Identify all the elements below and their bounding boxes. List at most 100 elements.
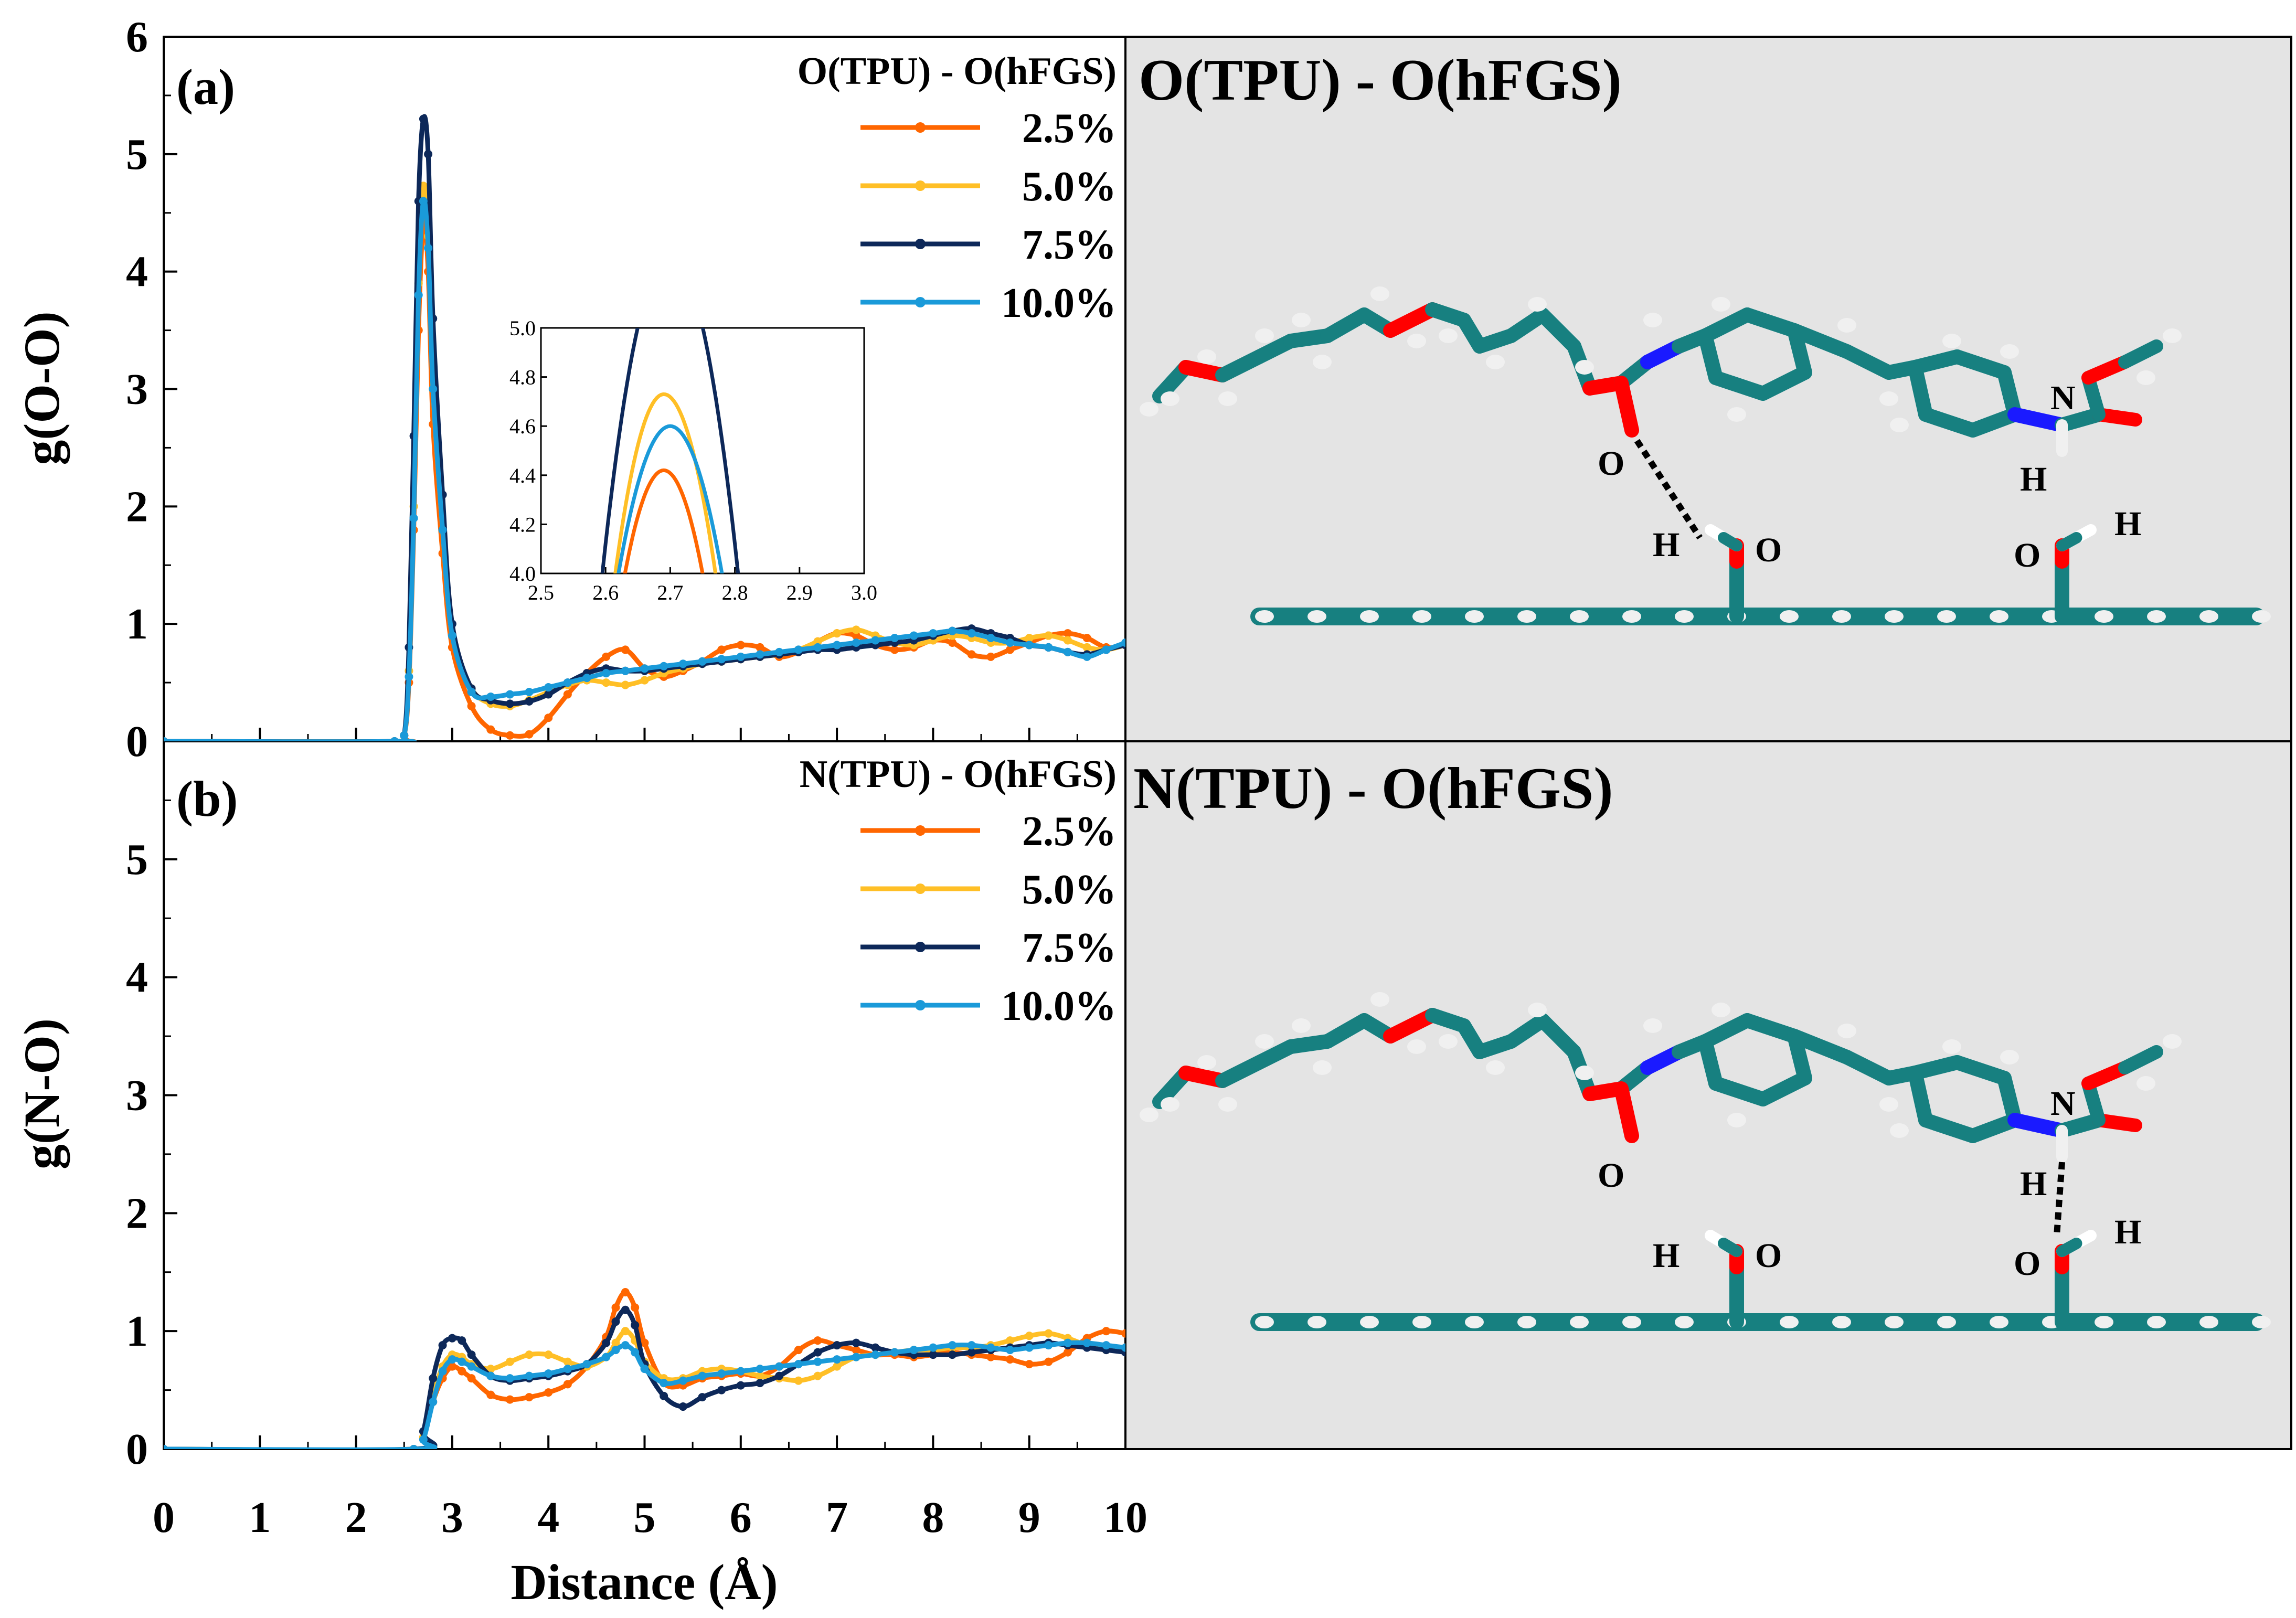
sheet-hydrogen <box>1622 610 1641 623</box>
y-tick-label-a: 3 <box>126 365 148 414</box>
atom-label-n-b: N <box>2050 1084 2076 1123</box>
y-tick-label-a: 0 <box>126 717 148 766</box>
bond <box>1614 376 1639 438</box>
bond <box>2118 339 2163 369</box>
series-point-b-5-0pct <box>525 1350 534 1359</box>
series-point-a-10-0pct <box>525 687 534 696</box>
bond <box>2007 1113 2069 1138</box>
series-point-b-10-0pct <box>486 1371 495 1380</box>
bond <box>1740 1013 1802 1044</box>
series-point-a-10-0pct <box>621 666 630 675</box>
sheet-hydrogen <box>2095 610 2113 623</box>
hydrogen-atom <box>1879 391 1898 406</box>
atom-label-h3-a: H <box>2114 505 2141 543</box>
series-point-b-7-5pct <box>429 1374 438 1383</box>
series-point-b-2-5pct <box>486 1390 495 1399</box>
series-point-b-2-5pct <box>852 1346 860 1355</box>
series-point-b-2-5pct <box>631 1303 640 1312</box>
inset-line-7-5pct <box>600 328 740 573</box>
series-point-b-10-0pct <box>794 1360 803 1369</box>
hydrogen-atom <box>1439 1034 1458 1049</box>
series-point-b-7-5pct <box>602 1338 611 1347</box>
series-point-b-10-0pct <box>602 1353 611 1361</box>
hydrogen-atom <box>1942 1039 1961 1054</box>
series-point-b-2-5pct <box>813 1336 822 1345</box>
series-point-b-10-0pct <box>458 1357 466 1366</box>
bond <box>1756 365 1812 401</box>
series-point-b-7-5pct <box>852 1338 860 1347</box>
series-point-b-10-0pct <box>833 1355 842 1364</box>
series-point-b-10-0pct <box>419 1435 428 1444</box>
series-point-a-10-0pct <box>967 629 976 638</box>
x-axis-ticks: 0 1 2 3 4 5 6 7 8 9 10 <box>153 728 1147 1542</box>
series-point-b-2-5pct <box>1064 1348 1072 1357</box>
series-point-b-5-0pct <box>611 1338 620 1347</box>
panel-label-b: (b) <box>176 771 238 827</box>
sheet-hydrogen <box>1937 1316 1956 1328</box>
inset-x-tick-label: 3.0 <box>851 581 877 604</box>
series-point-b-7-5pct <box>611 1317 620 1326</box>
inset-line-10-0pct <box>616 424 724 573</box>
series-point-b-10-0pct <box>544 1369 553 1378</box>
hydrogen-atom <box>1140 1108 1158 1122</box>
series-point-a-2-5pct <box>736 641 745 650</box>
bond <box>1708 370 1770 401</box>
legend-label-a-7-5pct: 7.5% <box>1022 222 1117 268</box>
series-point-b-5-0pct <box>563 1357 572 1366</box>
x-tick-label: 1 <box>249 1493 271 1542</box>
series-point-a-7-5pct <box>525 697 534 706</box>
series-point-a-10-0pct <box>756 650 764 659</box>
series-point-b-5-0pct <box>505 1357 514 1366</box>
series-point-b-2-5pct <box>794 1346 803 1355</box>
bond <box>1918 407 1980 438</box>
legend-marker-b-7-5pct <box>915 942 926 952</box>
series-point-a-5-0pct <box>640 676 649 685</box>
series-point-a-10-0pct <box>400 731 409 740</box>
x-tick-label: 6 <box>730 1493 752 1542</box>
bond <box>1950 349 2012 380</box>
series-point-b-2-5pct <box>1102 1327 1111 1336</box>
series-point-a-10-0pct <box>505 690 514 699</box>
h-bond-stub <box>2056 532 2082 551</box>
series-point-b-2-5pct <box>563 1380 572 1389</box>
hydrogen-atom <box>1643 1018 1662 1033</box>
series-point-b-2-5pct <box>1121 1329 1125 1338</box>
series-point-a-10-0pct <box>582 674 591 683</box>
series-point-a-5-0pct <box>602 678 611 687</box>
y-tick-label-b: 4 <box>126 953 148 1002</box>
inset-y-tick-label: 4.8 <box>509 366 536 389</box>
sheet-hydrogen <box>1675 610 1694 623</box>
series-point-a-10-0pct <box>429 385 438 393</box>
series-point-a-5-0pct <box>1025 634 1034 643</box>
tpu-molecule-b <box>1140 992 2271 1331</box>
series-point-a-2-5pct <box>967 650 976 659</box>
sheet-hydrogen <box>1832 1316 1851 1328</box>
panel-label-a: (a) <box>176 59 235 115</box>
series-point-b-10-0pct <box>698 1371 707 1380</box>
x-tick-label: 4 <box>537 1493 559 1542</box>
x-tick-label: 8 <box>922 1493 944 1542</box>
bond <box>1950 1055 2012 1085</box>
hydrogen-atom <box>1218 391 1237 406</box>
bond <box>1708 1076 1770 1106</box>
sheet-hydrogen <box>1308 610 1326 623</box>
legend-marker-b-2-5pct <box>915 825 926 836</box>
bond <box>1698 1013 1755 1049</box>
hydrogen-atom <box>1528 1003 1547 1017</box>
series-point-b-7-5pct <box>631 1321 640 1329</box>
sheet-hydrogen <box>2199 610 2218 623</box>
inset-frame <box>540 327 865 574</box>
series-point-b-5-0pct <box>486 1365 495 1374</box>
series-point-b-7-5pct <box>871 1343 880 1352</box>
series-point-a-10-0pct <box>424 243 433 252</box>
y-tick-label-b: 3 <box>126 1071 148 1120</box>
series-point-b-5-0pct <box>1006 1336 1015 1345</box>
series-point-b-2-5pct <box>621 1287 630 1296</box>
series-point-b-7-5pct <box>678 1402 687 1411</box>
bond <box>2007 407 2069 432</box>
hydrogen-atom <box>1407 1039 1426 1054</box>
sheet-hydrogen <box>1570 1316 1589 1328</box>
series-point-b-7-5pct <box>756 1379 764 1388</box>
legend-marker-b-5-0pct <box>915 883 926 894</box>
sheet-hydrogen <box>1308 1316 1326 1328</box>
